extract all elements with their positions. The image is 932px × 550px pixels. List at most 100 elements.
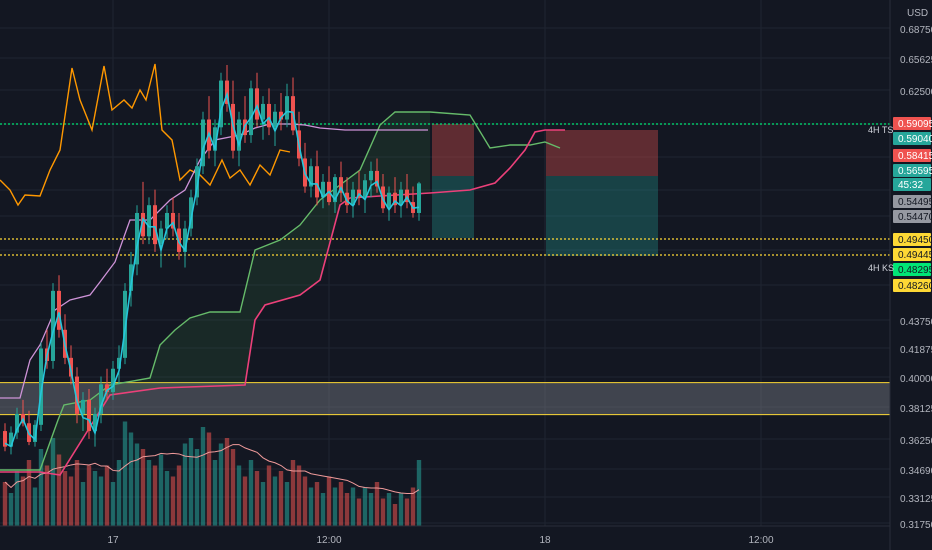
price-badge-bg <box>893 248 931 261</box>
volume-bar <box>146 460 152 526</box>
volume-bar <box>308 487 314 526</box>
candle-body <box>39 348 43 425</box>
currency-label: USD <box>907 8 928 19</box>
volume-bar <box>404 498 410 526</box>
volume-bar <box>152 465 158 526</box>
price-badge-text: 0.54495 <box>898 197 932 208</box>
volume-bar <box>194 449 200 526</box>
volume-bar <box>356 498 362 526</box>
candle-body <box>363 180 367 198</box>
candle-body <box>153 205 157 245</box>
volume-bar <box>206 432 212 526</box>
volume-bar <box>242 476 248 526</box>
volume-bar <box>392 504 398 526</box>
price-tick-label: 0.38125 <box>900 404 932 415</box>
leading-span-a <box>0 111 561 471</box>
time-tick-label: 12:00 <box>748 535 773 546</box>
candle-body <box>321 181 325 198</box>
volume-bar <box>290 460 296 526</box>
volume-bar <box>248 460 254 526</box>
volume-bar <box>332 487 338 526</box>
volume-bar <box>236 465 242 526</box>
volume-bar <box>224 438 230 526</box>
candle-body <box>249 88 253 136</box>
price-badge: 0.59040 <box>893 132 932 145</box>
volume-bar <box>284 482 290 526</box>
price-badge-bg <box>893 132 931 145</box>
volume-bar <box>104 465 110 526</box>
volume-bar <box>170 476 176 526</box>
leading-span-b <box>0 129 565 476</box>
price-badge: 0.54470 <box>893 210 932 223</box>
price-badge-text: 0.59095 <box>898 119 932 130</box>
volume-bar <box>368 493 374 526</box>
candle-body <box>99 384 103 414</box>
volume-bar <box>68 476 74 526</box>
candle-body <box>351 189 355 206</box>
volume-bar <box>326 476 332 526</box>
price-badge-text: 45:32 <box>898 180 923 191</box>
price-badge-text: 0.49450 <box>898 235 932 246</box>
candle-body <box>183 228 187 252</box>
volume-bar <box>260 482 266 526</box>
volume-bar <box>32 487 38 526</box>
price-badge-bg <box>893 195 931 208</box>
conversion-line <box>4 91 420 448</box>
volume-bar <box>338 482 344 526</box>
price-badge-text: 0.48260 <box>898 281 932 292</box>
candle-body <box>201 119 205 167</box>
time-tick-label: 12:00 <box>316 535 341 546</box>
volume-bar <box>14 471 20 526</box>
candle-body <box>87 399 91 432</box>
candle-body <box>147 205 151 237</box>
volume-bar <box>278 471 284 526</box>
volume-bar <box>380 498 386 526</box>
reward-box-1 <box>432 176 474 238</box>
candle-body <box>69 357 73 377</box>
volume-bar <box>398 493 404 526</box>
volume-bar <box>314 482 320 526</box>
price-badge-text: 0.59040 <box>898 134 932 145</box>
candle-body <box>345 192 349 206</box>
candle-body <box>393 192 397 206</box>
volume-bar <box>302 476 308 526</box>
candle-body <box>333 177 337 203</box>
volume-bar <box>2 482 8 526</box>
candle-body <box>273 111 277 128</box>
candle-body <box>387 192 391 209</box>
volume-bar <box>320 493 326 526</box>
candle-body <box>339 177 343 193</box>
volume-bar <box>218 443 224 526</box>
price-badge-bg <box>893 178 931 191</box>
price-badge-bg <box>893 164 931 177</box>
candle-body <box>171 212 175 229</box>
volume-bar <box>86 465 92 526</box>
volume-ma-line <box>4 444 420 495</box>
volume-bar <box>20 476 26 526</box>
price-badge-bg <box>893 117 931 130</box>
time-tick-label: 17 <box>107 535 119 546</box>
candle-body <box>57 290 61 330</box>
candle-body <box>315 166 319 198</box>
volume-bar <box>416 460 422 526</box>
price-badge-bg <box>893 233 931 246</box>
volume-bar <box>158 454 164 526</box>
price-badge: 0.49450 <box>893 233 932 246</box>
volume-bar <box>8 493 14 526</box>
volume-bar <box>386 493 392 526</box>
candle-body <box>3 431 7 447</box>
volume-bar <box>188 438 194 526</box>
price-badge: 0.58415 <box>893 149 932 162</box>
level-label: 4H TS <box>868 125 893 135</box>
candle-body <box>195 166 199 198</box>
volume-bar <box>350 487 356 526</box>
candle-body <box>213 127 217 151</box>
